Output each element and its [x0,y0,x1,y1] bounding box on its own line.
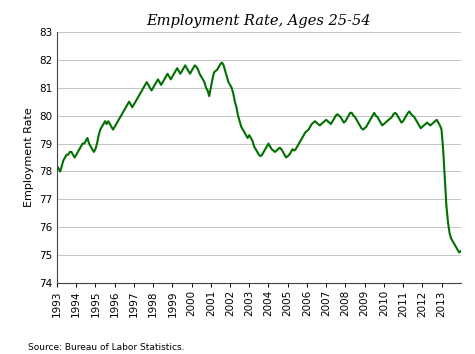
Title: Employment Rate, Ages 25-54: Employment Rate, Ages 25-54 [147,14,371,28]
Text: Source: Bureau of Labor Statistics.: Source: Bureau of Labor Statistics. [28,343,185,352]
Y-axis label: Employment Rate: Employment Rate [24,108,34,207]
